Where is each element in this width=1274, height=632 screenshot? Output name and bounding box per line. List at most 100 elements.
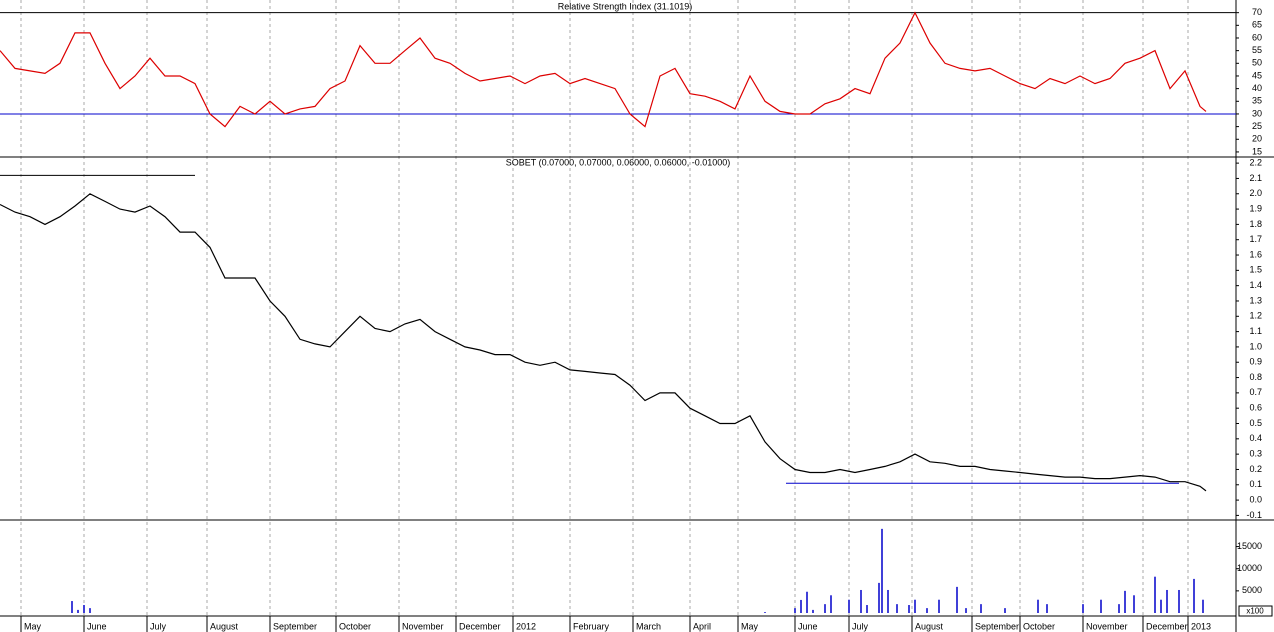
y-tick-label: 35 bbox=[1252, 96, 1262, 106]
y-tick-label: 5000 bbox=[1242, 585, 1262, 595]
x-tick-label: November bbox=[402, 621, 444, 631]
y-tick-label: 1.0 bbox=[1249, 341, 1262, 351]
y-tick-label: 1.3 bbox=[1249, 295, 1262, 305]
volume-bar bbox=[980, 604, 982, 613]
x-tick-label: July bbox=[150, 621, 167, 631]
x-tick-label: April bbox=[693, 621, 711, 631]
y-tick-label: 0.2 bbox=[1249, 464, 1262, 474]
x-tick-label: June bbox=[87, 621, 107, 631]
x-tick-label: October bbox=[339, 621, 371, 631]
y-tick-label: 60 bbox=[1252, 32, 1262, 42]
y-tick-label: 10000 bbox=[1237, 563, 1262, 573]
x-tick-label: March bbox=[636, 621, 661, 631]
volume-bar bbox=[908, 605, 910, 613]
x-tick-label: May bbox=[741, 621, 759, 631]
volume-bar bbox=[1154, 576, 1156, 613]
y-tick-label: 2.1 bbox=[1249, 173, 1262, 183]
y-tick-label: 0.3 bbox=[1249, 449, 1262, 459]
volume-bar bbox=[89, 608, 91, 613]
y-tick-label: 20 bbox=[1252, 134, 1262, 144]
x-tick-label: 2013 bbox=[1191, 621, 1211, 631]
y-tick-label: 0.5 bbox=[1249, 418, 1262, 428]
x-tick-label: September bbox=[273, 621, 317, 631]
y-tick-label: 1.4 bbox=[1249, 280, 1262, 290]
volume-bar bbox=[83, 605, 85, 613]
volume-bar bbox=[1037, 599, 1039, 613]
volume-bar bbox=[1004, 608, 1006, 613]
x-tick-label: October bbox=[1023, 621, 1055, 631]
volume-bar bbox=[887, 589, 889, 613]
series-line bbox=[0, 11, 1207, 128]
volume-bar bbox=[848, 599, 850, 613]
volume-bar bbox=[1160, 599, 1162, 613]
y-tick-label: 15 bbox=[1252, 146, 1262, 156]
volume-bar bbox=[806, 591, 808, 613]
volume-unit: x100 bbox=[1246, 607, 1264, 616]
volume-bar bbox=[881, 528, 883, 613]
x-tick-label: November bbox=[1086, 621, 1128, 631]
series-line bbox=[0, 193, 1207, 492]
unit-box bbox=[1238, 605, 1273, 617]
y-tick-label: 50 bbox=[1252, 58, 1262, 68]
volume-bar bbox=[1193, 578, 1195, 613]
price-title: SOBET (0.07000, 0.07000, 0.06000, 0.0600… bbox=[506, 157, 731, 167]
volume-bar bbox=[878, 582, 880, 613]
volume-bar bbox=[77, 609, 79, 613]
y-tick-label: 1.2 bbox=[1249, 311, 1262, 321]
volume-bar bbox=[1100, 599, 1102, 613]
y-tick-label: 0.9 bbox=[1249, 357, 1262, 367]
y-tick-label: 0.7 bbox=[1249, 387, 1262, 397]
volume-bar bbox=[1124, 590, 1126, 613]
volume-bar bbox=[1118, 604, 1120, 613]
y-tick-label: 0.8 bbox=[1249, 372, 1262, 382]
volume-bar bbox=[866, 605, 868, 613]
volume-bar bbox=[1133, 595, 1135, 613]
x-tick-label: February bbox=[573, 621, 610, 631]
x-tick-label: June bbox=[798, 621, 818, 631]
y-tick-label: 70 bbox=[1252, 7, 1262, 17]
y-tick-label: 0.1 bbox=[1249, 479, 1262, 489]
y-tick-label: 1.8 bbox=[1249, 219, 1262, 229]
volume-bar bbox=[830, 595, 832, 613]
y-tick-label: 1.1 bbox=[1249, 326, 1262, 336]
y-tick-label: 0.4 bbox=[1249, 433, 1262, 443]
volume-bar bbox=[938, 599, 940, 613]
rsi-title: Relative Strength Index (31.1019) bbox=[558, 1, 693, 11]
x-tick-label: July bbox=[852, 621, 869, 631]
volume-bar bbox=[1202, 599, 1204, 613]
y-tick-label: 25 bbox=[1252, 121, 1262, 131]
y-tick-label: 0.0 bbox=[1249, 494, 1262, 504]
volume-bar bbox=[860, 589, 862, 613]
x-tick-label: December bbox=[1146, 621, 1188, 631]
y-tick-label: 15000 bbox=[1237, 541, 1262, 551]
volume-bar bbox=[800, 599, 802, 613]
x-tick-label: August bbox=[210, 621, 239, 631]
x-tick-label: August bbox=[915, 621, 944, 631]
volume-bar bbox=[71, 601, 73, 613]
volume-bar bbox=[956, 586, 958, 613]
volume-bar bbox=[926, 608, 928, 613]
volume-bar bbox=[824, 604, 826, 613]
volume-bar bbox=[896, 604, 898, 613]
x-tick-label: May bbox=[24, 621, 42, 631]
volume-bar bbox=[1178, 589, 1180, 613]
y-tick-label: 1.7 bbox=[1249, 234, 1262, 244]
y-tick-label: 0.6 bbox=[1249, 403, 1262, 413]
volume-bar bbox=[764, 612, 766, 613]
y-tick-label: -0.1 bbox=[1246, 510, 1262, 520]
volume-bar bbox=[914, 599, 916, 613]
y-tick-label: 55 bbox=[1252, 45, 1262, 55]
volume-bar bbox=[1166, 589, 1168, 613]
volume-bar bbox=[794, 608, 796, 613]
y-tick-label: 45 bbox=[1252, 70, 1262, 80]
x-tick-label: 2012 bbox=[516, 621, 536, 631]
y-tick-label: 2.0 bbox=[1249, 188, 1262, 198]
volume-bar bbox=[812, 609, 814, 613]
y-tick-label: 65 bbox=[1252, 20, 1262, 30]
x-tick-label: September bbox=[975, 621, 1019, 631]
volume-bar bbox=[1082, 604, 1084, 613]
volume-bar bbox=[965, 608, 967, 613]
y-tick-label: 2.2 bbox=[1249, 158, 1262, 168]
y-tick-label: 30 bbox=[1252, 108, 1262, 118]
